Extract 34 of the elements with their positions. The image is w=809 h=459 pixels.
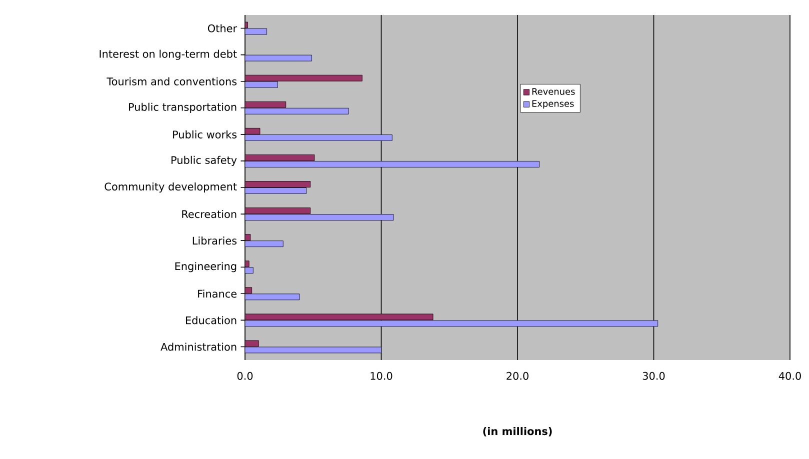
y-tick-label: Engineering	[175, 262, 236, 272]
bar	[245, 208, 311, 214]
bar	[245, 294, 300, 300]
y-tick-label: Other	[208, 24, 238, 32]
bar	[245, 161, 540, 168]
y-tick-label: Finance	[198, 290, 237, 298]
y-tick-label: Education	[186, 316, 236, 324]
bar	[245, 74, 362, 82]
y-tick-label: Libraries	[192, 236, 237, 245]
y-tick-label: Interest on long-term debt	[100, 50, 237, 60]
x-tick-label: 40.0	[778, 372, 801, 380]
x-tick-label: 10.0	[370, 372, 392, 380]
bar	[245, 81, 278, 88]
bar	[245, 181, 311, 188]
bar	[245, 154, 315, 161]
x-axis-title: (in millions)	[483, 427, 552, 436]
y-tick-label: Recreation	[182, 210, 236, 218]
bar	[245, 214, 394, 220]
bar	[245, 188, 307, 194]
legend-label: Revenues	[532, 88, 575, 95]
bar	[245, 240, 284, 248]
bar	[245, 108, 349, 114]
y-tick-label: Tourism and conventions	[106, 77, 237, 86]
bar	[245, 134, 392, 141]
x-tick-label: 20.0	[506, 372, 528, 380]
y-tick-label: Public works	[173, 130, 237, 138]
y-tick-label: Public transportation	[129, 102, 236, 113]
y-tick-label: Administration	[160, 342, 236, 351]
y-tick-label: Community development	[104, 182, 237, 193]
x-tick-label: 30.0	[642, 372, 665, 380]
x-tick-label: 0.0	[237, 372, 253, 380]
legend-label: Expenses	[532, 100, 574, 109]
bar	[245, 101, 286, 108]
y-tick-label: Public safety	[172, 156, 237, 166]
